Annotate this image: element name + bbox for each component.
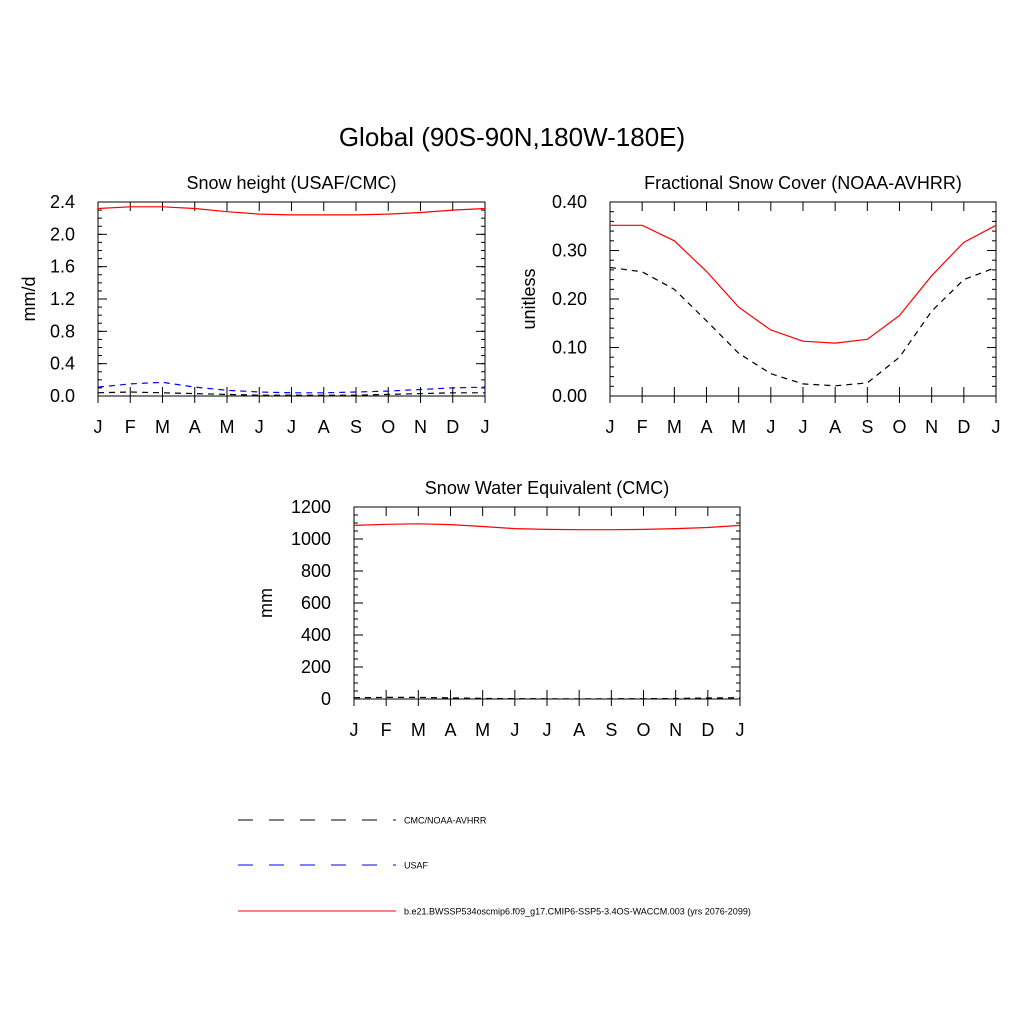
- x-tick-label: M: [667, 417, 682, 437]
- y-tick-label: 2.0: [50, 224, 75, 244]
- y-tick-label: 1000: [291, 529, 331, 549]
- y-tick-label: 0.00: [552, 386, 587, 406]
- plot-frame: [609, 201, 997, 397]
- y-tick-label: 1.6: [50, 257, 75, 277]
- x-tick-label: M: [155, 417, 170, 437]
- legend-label-usaf: USAF: [404, 861, 429, 871]
- x-tick-label: J: [255, 417, 264, 437]
- series-line-obs: [609, 266, 997, 387]
- y-tick-label: 400: [301, 625, 331, 645]
- snow-height-panel: Snow height (USAF/CMC) mm/d 0.0 0.4 0.8 1.2 1.…: [19, 173, 490, 437]
- legend-label-obs: CMC/NOAA-AVHRR: [404, 816, 487, 826]
- x-tick-label: S: [350, 417, 362, 437]
- x-tick-label: O: [636, 720, 650, 740]
- x-tick-label: N: [669, 720, 682, 740]
- plot-frame: [97, 201, 486, 397]
- x-tick-label: D: [957, 417, 970, 437]
- panel-title: Snow height (USAF/CMC): [186, 173, 396, 193]
- x-tick-label: J: [350, 720, 359, 740]
- x-tick-label: F: [637, 417, 648, 437]
- x-tick-label: M: [731, 417, 746, 437]
- x-tick-label: D: [446, 417, 459, 437]
- legend: CMC/NOAA-AVHRR USAF b.e21.BWSSP534oscmip6.…: [238, 816, 751, 917]
- series-line-model: [353, 523, 741, 531]
- x-tick-label: A: [700, 417, 712, 437]
- y-tick-label: 0.10: [552, 338, 587, 358]
- x-tick-label: J: [766, 417, 775, 437]
- x-tick-label: A: [318, 417, 330, 437]
- x-tick-label: M: [475, 720, 490, 740]
- x-tick-label: O: [892, 417, 906, 437]
- y-tick-label: 800: [301, 561, 331, 581]
- x-tick-label: M: [411, 720, 426, 740]
- y-tick-label: 200: [301, 657, 331, 677]
- y-tick-label: 1200: [291, 497, 331, 517]
- frac-snow-cover-panel: Fractional Snow Cover (NOAA-AVHRR) unitle…: [519, 173, 1001, 437]
- x-tick-label: F: [381, 720, 392, 740]
- series-line-usaf: [97, 381, 486, 394]
- y-tick-label: 0.8: [50, 321, 75, 341]
- x-tick-label: A: [189, 417, 201, 437]
- y-tick-label: 0.0: [50, 386, 75, 406]
- x-tick-label: J: [543, 720, 552, 740]
- swe-panel: Snow Water Equivalent (CMC) mm 0 200 400 600 8…: [256, 478, 745, 740]
- x-tick-label: J: [481, 417, 490, 437]
- x-tick-label: J: [287, 417, 296, 437]
- x-tick-label: A: [829, 417, 841, 437]
- x-tick-label: J: [799, 417, 808, 437]
- y-axis-label: mm: [256, 588, 276, 618]
- x-tick-label: F: [125, 417, 136, 437]
- x-tick-label: A: [444, 720, 456, 740]
- y-tick-label: 0.20: [552, 289, 587, 309]
- y-tick-label: 0.4: [50, 354, 75, 374]
- panel-title: Snow Water Equivalent (CMC): [425, 478, 669, 498]
- x-tick-label: J: [510, 720, 519, 740]
- y-tick-label: 0.30: [552, 241, 587, 261]
- x-tick-label: J: [736, 720, 745, 740]
- x-tick-label: J: [606, 417, 615, 437]
- y-tick-label: 600: [301, 593, 331, 613]
- x-tick-label: S: [605, 720, 617, 740]
- series-line-model: [97, 206, 486, 216]
- panel-title: Fractional Snow Cover (NOAA-AVHRR): [644, 173, 962, 193]
- x-tick-label: A: [573, 720, 585, 740]
- x-tick-label: M: [220, 417, 235, 437]
- y-tick-label: 2.4: [50, 192, 75, 212]
- series-line-obs: [97, 391, 485, 396]
- series-line-model: [610, 224, 997, 344]
- x-tick-label: D: [701, 720, 714, 740]
- plot-frame: [353, 506, 741, 700]
- y-axis-label: unitless: [519, 268, 539, 329]
- x-tick-label: N: [925, 417, 938, 437]
- x-tick-label: J: [992, 417, 1001, 437]
- y-tick-label: 1.2: [50, 289, 75, 309]
- y-tick-label: 0: [321, 689, 331, 709]
- x-tick-label: S: [861, 417, 873, 437]
- page-title: Global (90S-90N,180W-180E): [338, 122, 686, 152]
- x-tick-label: O: [381, 417, 395, 437]
- x-tick-label: J: [94, 417, 103, 437]
- y-tick-label: 0.40: [552, 192, 587, 212]
- y-axis-label: mm/d: [19, 277, 39, 322]
- series-line-obs: [353, 696, 741, 700]
- x-tick-label: N: [414, 417, 427, 437]
- legend-label-model: b.e21.BWSSP534oscmip6.f09_g17.CMIP6-SSP5…: [404, 907, 751, 917]
